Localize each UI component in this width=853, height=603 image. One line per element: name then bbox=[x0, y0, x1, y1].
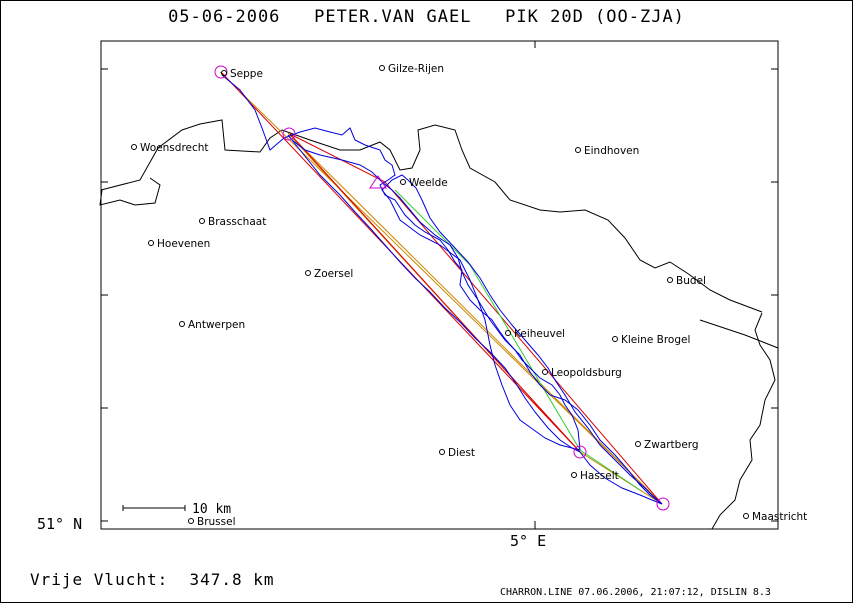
place-label: Antwerpen bbox=[188, 319, 245, 331]
place-marker bbox=[542, 369, 548, 375]
flight-title: 05-06-2006 PETER.VAN GAEL PIK 20D (OO-ZJ… bbox=[0, 7, 853, 27]
place-marker bbox=[148, 240, 154, 246]
place-label: Gilze-Rijen bbox=[388, 63, 444, 75]
place-label: Kleine Brogel bbox=[621, 334, 690, 346]
scale-bar-label: 10 km bbox=[192, 502, 231, 517]
generator-label: CHARRON.LINE 07.06.2006, 21:07:12, DISLI… bbox=[500, 587, 771, 598]
country-border bbox=[99, 119, 779, 530]
distance-label: Vrije Vlucht: 347.8 km bbox=[30, 570, 275, 589]
place-label: Zwartberg bbox=[644, 439, 699, 451]
place-label: Keiheuvel bbox=[514, 328, 565, 340]
turnpoints bbox=[214, 65, 670, 511]
place-label: Budel bbox=[676, 275, 706, 287]
place-marker bbox=[379, 65, 385, 71]
place-label: Diest bbox=[448, 447, 475, 459]
axis-ticks bbox=[101, 41, 778, 529]
place-marker bbox=[188, 518, 194, 524]
task-line-red bbox=[221, 72, 663, 505]
place-label: Brussel bbox=[197, 516, 236, 528]
pilot-name: PETER.VAN GAEL bbox=[314, 7, 472, 27]
longitude-label: 5° E bbox=[510, 532, 547, 550]
place-marker bbox=[305, 270, 311, 276]
map-area bbox=[100, 40, 779, 530]
flight-track bbox=[221, 74, 663, 505]
task-line-green bbox=[394, 189, 641, 491]
place-label: Seppe bbox=[230, 68, 263, 80]
place-marker bbox=[667, 277, 673, 283]
place-label: Zoersel bbox=[314, 268, 353, 280]
latitude-label: 51° N bbox=[37, 515, 83, 533]
place-label: Eindhoven bbox=[584, 145, 639, 157]
place-labels: Seppe Gilze-Rijen Woensdrecht Eindhoven Weel… bbox=[140, 63, 807, 528]
turnpoint-seppe bbox=[214, 65, 228, 79]
place-marker bbox=[575, 147, 581, 153]
place-marker bbox=[635, 441, 641, 447]
place-marker bbox=[400, 179, 406, 185]
place-marker bbox=[571, 472, 577, 478]
place-marker bbox=[612, 336, 618, 342]
turnpoint-start bbox=[282, 127, 296, 141]
place-label: Maastricht bbox=[752, 511, 807, 523]
place-markers bbox=[131, 65, 749, 524]
place-marker bbox=[131, 144, 137, 150]
place-marker bbox=[505, 330, 511, 336]
place-marker bbox=[439, 449, 445, 455]
place-label: Leopoldsburg bbox=[551, 367, 622, 379]
place-label: Brasschaat bbox=[208, 216, 266, 228]
place-label: Hoevenen bbox=[157, 238, 210, 250]
flight-date: 05-06-2006 bbox=[168, 7, 281, 27]
place-marker bbox=[199, 218, 205, 224]
scale-bar bbox=[122, 505, 186, 511]
glider-name: PIK 20D (OO-ZJA) bbox=[505, 7, 685, 27]
place-marker bbox=[221, 70, 227, 76]
turnpoint-hasselt bbox=[573, 445, 587, 459]
place-label: Woensdrecht bbox=[140, 142, 209, 154]
place-marker bbox=[179, 321, 185, 327]
finish-triangle bbox=[369, 175, 387, 189]
place-marker bbox=[743, 513, 749, 519]
place-label: Hasselt bbox=[580, 470, 619, 482]
turnpoint-east bbox=[656, 497, 670, 511]
place-label: Weelde bbox=[409, 177, 448, 189]
